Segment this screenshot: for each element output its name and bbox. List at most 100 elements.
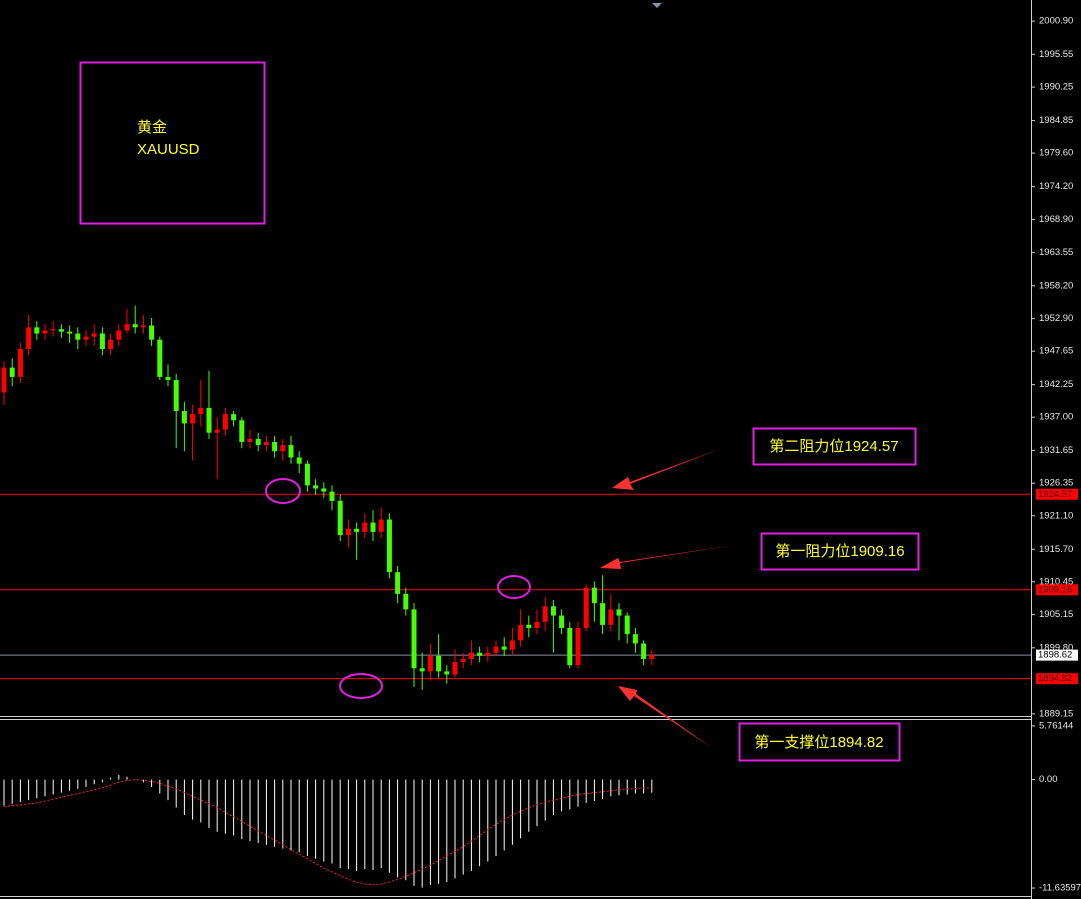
y-tick-label: 1926.35 bbox=[1039, 478, 1073, 489]
candle-body bbox=[272, 441, 278, 452]
candle-body bbox=[321, 488, 327, 492]
candle-body bbox=[181, 411, 187, 424]
y-tick-label: 1968.90 bbox=[1039, 214, 1073, 225]
candle-body bbox=[26, 327, 32, 350]
candle-body bbox=[616, 609, 622, 616]
candle-body bbox=[157, 339, 163, 377]
symbol-name: 黄金 bbox=[137, 119, 167, 136]
candle-body bbox=[124, 324, 130, 331]
candle-body bbox=[116, 330, 122, 340]
annotation: 第二阻力位1924.57 bbox=[769, 437, 898, 455]
y-tick-label: 1931.65 bbox=[1039, 445, 1073, 456]
candle-body bbox=[460, 658, 466, 663]
candle-body bbox=[173, 380, 179, 412]
candle-body bbox=[436, 655, 442, 672]
y-tick-label: 1952.90 bbox=[1039, 313, 1073, 324]
candle-body bbox=[354, 528, 360, 532]
y-tick-label: 5.76144 bbox=[1039, 720, 1073, 731]
candle-body bbox=[386, 519, 392, 573]
candle-body bbox=[214, 429, 220, 433]
candle-body bbox=[304, 463, 310, 486]
highlight-circle bbox=[497, 575, 531, 599]
candle-body bbox=[231, 414, 237, 421]
candle-body bbox=[58, 329, 64, 332]
candle-body bbox=[493, 646, 499, 653]
candle-body bbox=[247, 438, 253, 442]
candle-body bbox=[427, 655, 433, 672]
price-label: 1894.82 bbox=[1038, 673, 1072, 684]
candle-body bbox=[534, 621, 540, 628]
price-label: 1909.16 bbox=[1038, 584, 1072, 595]
candle-body bbox=[632, 634, 638, 644]
candle-body bbox=[419, 668, 425, 672]
price-label-box bbox=[1036, 649, 1078, 661]
candle-body bbox=[165, 376, 171, 381]
candle-body bbox=[206, 407, 212, 433]
candle-body bbox=[444, 671, 450, 675]
candle-body bbox=[296, 457, 302, 464]
y-tick-label: -11.63597 bbox=[1039, 883, 1081, 894]
candle-body bbox=[255, 438, 261, 446]
candle-body bbox=[583, 587, 589, 628]
candle-body bbox=[288, 445, 294, 458]
candle-body bbox=[132, 324, 138, 328]
y-tick-label: 1910.45 bbox=[1039, 576, 1073, 587]
candle-body bbox=[67, 331, 73, 334]
candle-body bbox=[34, 327, 40, 334]
candle-body bbox=[542, 606, 548, 622]
candle-body bbox=[222, 414, 228, 430]
annotation: 第一阻力位1909.16 bbox=[775, 542, 904, 560]
macd-panel: 5.76144 0.00 -11.63597 bbox=[3, 720, 1081, 894]
price-label-box bbox=[1036, 584, 1078, 596]
candle-body bbox=[518, 624, 524, 641]
price-label-box bbox=[1036, 673, 1078, 685]
arrow bbox=[600, 545, 735, 569]
candle-body bbox=[509, 640, 515, 650]
candle-body bbox=[624, 615, 630, 635]
symbol-box bbox=[79, 61, 266, 225]
candle-body bbox=[99, 333, 105, 350]
price-label: 1898.62 bbox=[1038, 650, 1072, 661]
candle-body bbox=[329, 491, 335, 501]
y-tick-label: 1958.20 bbox=[1039, 280, 1073, 291]
candle-body bbox=[263, 441, 269, 446]
price-label: 1924.57 bbox=[1038, 489, 1072, 500]
candle-body bbox=[550, 606, 556, 616]
y-tick-label: 1921.10 bbox=[1039, 510, 1073, 521]
annotation: 第一支撑位1894.82 bbox=[754, 733, 883, 751]
candle-body bbox=[345, 528, 351, 535]
candle-body bbox=[641, 643, 647, 659]
y-tick-label: 1984.85 bbox=[1039, 115, 1073, 126]
price-label-box bbox=[1036, 488, 1078, 500]
candle-body bbox=[140, 325, 146, 328]
y-tick-label: 1995.55 bbox=[1039, 49, 1073, 60]
candle-body bbox=[9, 367, 15, 377]
candle-body bbox=[526, 624, 532, 628]
y-tick-label: 1963.55 bbox=[1039, 247, 1073, 258]
candle-body bbox=[42, 330, 48, 334]
candle-body bbox=[91, 333, 97, 337]
shift-marker bbox=[652, 3, 662, 8]
candle-body bbox=[108, 339, 114, 350]
y-tick-label: 1905.15 bbox=[1039, 609, 1073, 620]
candle-body bbox=[559, 615, 565, 628]
candle-body bbox=[485, 652, 491, 656]
annotation-box bbox=[752, 427, 917, 466]
candle-body bbox=[600, 603, 606, 625]
candle-body bbox=[575, 627, 581, 666]
highlight-circle bbox=[265, 478, 301, 504]
y-tick-label: 1937.00 bbox=[1039, 412, 1073, 423]
candle-body bbox=[75, 333, 81, 340]
annotation-box bbox=[760, 532, 920, 571]
annotation-box bbox=[738, 722, 901, 762]
candle-body bbox=[83, 336, 89, 340]
y-tick-label: 1942.25 bbox=[1039, 379, 1073, 390]
candle-body bbox=[1, 367, 7, 393]
candle-body bbox=[411, 609, 417, 669]
candle-body bbox=[280, 445, 286, 452]
candle-body bbox=[190, 414, 196, 424]
signal-line bbox=[3, 779, 652, 886]
y-tick-label: 2000.90 bbox=[1039, 16, 1073, 27]
candle-body bbox=[468, 652, 474, 659]
